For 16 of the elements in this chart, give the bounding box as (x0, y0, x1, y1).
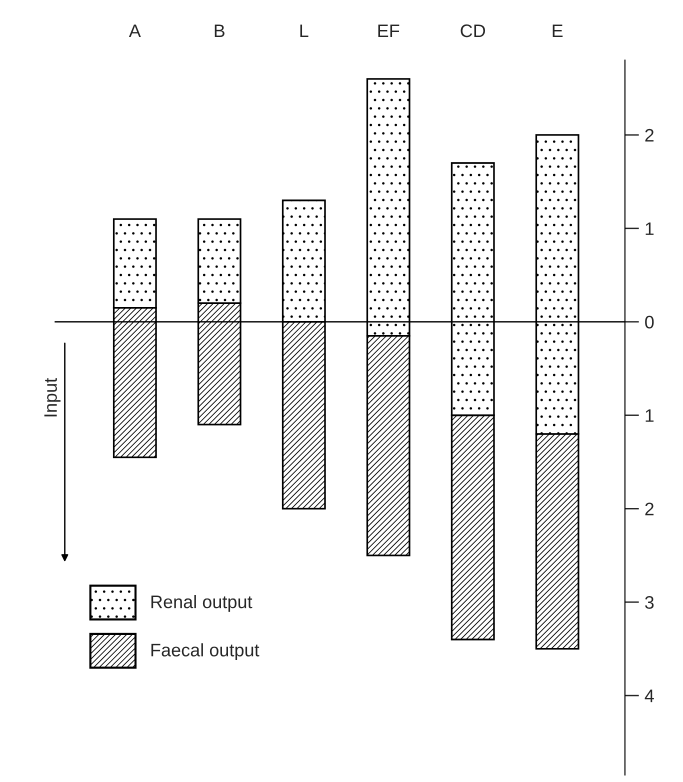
legend-label: Faecal output (151, 643, 260, 660)
y-tick-label: 2 (645, 128, 654, 142)
y-tick-label: 1 (646, 409, 654, 422)
y-tick-label: 0 (645, 316, 654, 329)
x-tick-label: L (300, 24, 308, 38)
annotation: Input (44, 378, 61, 416)
x-tick-label: EF (378, 24, 400, 38)
x-tick-label: A (128, 24, 141, 38)
y-tick-label: 2 (645, 502, 654, 516)
x-tick-label: E (552, 24, 563, 38)
y-tick-label: 4 (644, 690, 654, 702)
legend-label: Renal output (151, 595, 252, 612)
y-tick-label: 3 (645, 596, 654, 609)
x-tick-label: CD (460, 24, 486, 38)
x-tick-label: B (214, 24, 224, 38)
y-tick-label: 1 (646, 222, 654, 235)
